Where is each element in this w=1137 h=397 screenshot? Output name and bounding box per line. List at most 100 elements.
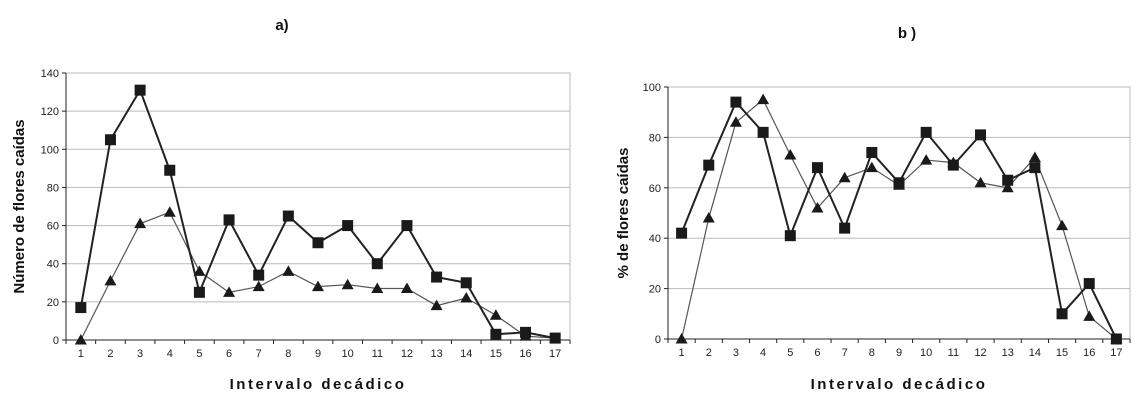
point-square [730,96,742,108]
y-tick-label: 120 [41,106,59,118]
y-tick-label: 0 [53,335,59,347]
point-triangle [920,154,933,165]
x-tick-label: 14 [460,348,472,360]
x-tick-label: 10 [342,348,354,360]
point-square [1002,174,1014,186]
point-square [784,230,796,242]
point-triangle [163,206,176,217]
point-triangle [811,201,824,213]
point-triangle [430,299,443,311]
x-tick-label: 15 [1056,347,1068,359]
chart-title: b ) [898,25,916,42]
plot-area [65,72,571,341]
point-square [757,126,769,138]
point-square [75,302,87,314]
point-triangle [193,265,206,276]
point-triangle [341,278,354,290]
y-tick-label: 40 [649,233,661,245]
point-square [866,147,878,159]
x-tick-label: 8 [285,348,291,360]
x-tick-label: 12 [974,347,986,359]
point-square [703,159,715,171]
point-triangle [74,334,87,345]
point-square [253,269,265,281]
x-tick-label: 5 [196,348,202,360]
point-triangle [1028,151,1041,163]
point-square [1083,278,1095,290]
x-tick-label: 7 [256,348,262,360]
x-tick-label: 17 [549,348,561,360]
point-triangle [460,292,473,303]
point-square [431,271,443,283]
point-triangle [1056,219,1069,231]
y-tick-label: 60 [649,183,661,195]
point-square [549,332,561,344]
x-tick-label: 2 [706,347,712,359]
point-square [975,129,987,141]
x-tick-label: 16 [1083,347,1095,359]
point-square [223,214,235,226]
x-tick-label: 9 [315,348,321,360]
point-triangle [702,212,715,223]
x-tick-label: 1 [78,348,84,360]
point-square [893,177,905,189]
x-tick-label: 5 [787,347,793,359]
point-triangle [104,274,117,286]
chart-title: a) [275,17,288,34]
x-tick-label: 13 [430,348,442,360]
series-line-square [79,87,556,340]
x-tick-label: 3 [733,347,739,359]
point-square [676,227,688,239]
point-square [520,326,532,338]
point-square [104,134,116,146]
point-triangle [757,93,770,105]
y-tick-label: 100 [643,82,661,94]
point-square [460,277,472,289]
x-axis-label: Intervalo decádico [811,376,988,393]
x-tick-label: 6 [814,347,820,359]
point-square [947,159,959,171]
point-square [312,237,324,249]
x-tick-label: 4 [760,347,766,359]
point-triangle [223,286,236,297]
point-square [164,164,176,176]
point-triangle [312,280,324,292]
point-triangle [1001,181,1014,193]
y-tick-label: 20 [649,284,661,296]
x-tick-label: 11 [948,347,959,359]
y-tick-label: 20 [47,297,59,309]
point-square [193,286,205,298]
point-square [1056,308,1068,320]
point-square [1110,333,1122,345]
x-tick-label: 12 [401,348,413,360]
x-tick-label: 11 [372,348,383,360]
point-triangle [252,280,265,292]
series-line-triangle [80,211,556,341]
x-tick-label: 1 [679,347,685,359]
x-tick-label: 2 [107,348,113,360]
point-square [282,210,294,222]
point-triangle [729,116,742,127]
x-axis-label: Intervalo decádico [230,376,407,393]
y-tick-label: 60 [47,221,59,233]
point-triangle [371,282,384,294]
point-triangle [134,217,147,229]
point-triangle [1083,310,1096,321]
y-tick-label: 0 [655,334,661,346]
y-tick-label: 80 [649,132,661,144]
x-tick-label: 9 [896,347,902,359]
point-square [1029,162,1041,174]
point-square [490,328,502,340]
y-tick-label: 140 [41,68,59,80]
point-square [134,84,146,96]
point-triangle [400,282,413,294]
x-tick-label: 17 [1110,347,1122,359]
x-tick-label: 10 [920,347,932,359]
x-tick-label: 8 [869,347,875,359]
point-triangle [974,176,987,188]
y-axis-label: Número de flores caídas [11,119,28,293]
x-tick-label: 3 [137,348,143,360]
